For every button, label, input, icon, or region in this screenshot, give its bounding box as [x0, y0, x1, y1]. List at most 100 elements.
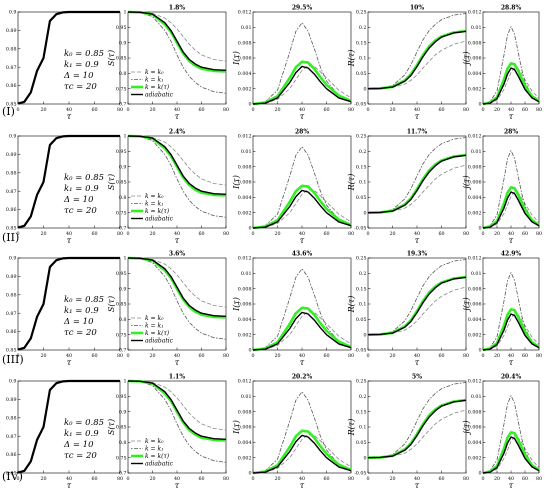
y-tick-label: 0.012 [468, 379, 482, 385]
y-tick-label: 0.89 [6, 28, 17, 34]
series-line-ktau [482, 186, 540, 230]
x-tick-label: 80 [117, 353, 123, 359]
x-tick-label: 80 [536, 231, 542, 237]
y-tick-label: 0.2 [359, 149, 367, 155]
panel-s: 0 20 40 60 800.70.750.80.850.90.951τS(τ)1.1%… [107, 374, 229, 491]
y-tick-label: 0.004 [238, 71, 252, 77]
y-tick-label: 0.87 [6, 65, 17, 71]
percent-title: 28% [295, 129, 309, 136]
legend-label: k = k₁ [145, 201, 164, 208]
series-line-ktau [252, 429, 352, 475]
y-tick-label: 0.008 [238, 164, 252, 170]
y-axis-label: k(τ) [0, 174, 1, 190]
y-tick-label: 0.9 [119, 409, 127, 415]
x-tick-label: 60 [91, 476, 97, 482]
x-axis-label: τ [300, 112, 305, 121]
y-axis-label: j(τ) [462, 420, 471, 435]
y-tick-label: 1 [123, 134, 126, 140]
series-line-k0 [482, 436, 540, 474]
y-tick-label: 0.006 [238, 425, 252, 431]
y-tick-label: 0.01 [471, 149, 482, 155]
y-tick-label: 0.002 [468, 210, 482, 216]
plot-frame [252, 11, 352, 105]
legend-label: k = k(τ) [145, 208, 170, 215]
x-tick-label: 20 [149, 476, 155, 482]
y-tick-label: 0.89 [6, 397, 17, 403]
x-tick-label: 0 [16, 353, 19, 359]
y-tick-label: 0.01 [471, 394, 482, 400]
y-tick-label: 0.2 [359, 271, 367, 277]
x-tick-label: 0 [251, 107, 254, 113]
series-line-ktau [252, 306, 352, 352]
y-tick-label: 0.9 [9, 10, 17, 16]
x-tick-label: 20 [494, 476, 500, 482]
panel-s: 0 20 40 60 800.70.750.80.850.90.951τS(τ)1.8%… [107, 5, 229, 122]
panel-i: 0 20 40 60 80 0 0.002 0.004 0.006 0.008 0.01 0.012 τ… [232, 129, 354, 246]
series-line-k1 [482, 26, 540, 105]
y-tick-label: 0.89 [6, 152, 17, 158]
y-tick-label: 0 [478, 471, 481, 477]
x-axis-label: τ [509, 481, 514, 490]
legend-label: adiabatic [145, 216, 174, 223]
y-tick-label: 0.86 [6, 207, 17, 213]
x-axis-label: τ [67, 112, 72, 121]
percent-title: 11.7% [407, 129, 428, 136]
k-curve [17, 10, 120, 105]
series-line-ktau [482, 431, 540, 475]
x-tick-label: 40 [414, 353, 420, 359]
y-tick-label: 0.95 [116, 394, 127, 400]
x-tick-label: 40 [508, 353, 514, 359]
x-tick-label: 80 [223, 476, 229, 482]
y-tick-label: 0.88 [6, 415, 17, 421]
y-tick-label: 0.1 [359, 425, 367, 431]
y-tick-label: 0.95 [116, 25, 127, 31]
y-tick-label: 0.006 [238, 302, 252, 308]
y-tick-label: 0.006 [468, 56, 482, 62]
x-tick-label: 60 [323, 353, 329, 359]
y-axis-label: k(τ) [0, 419, 1, 435]
panel-j: 0 20 40 60 80 0 0.002 0.004 0.006 0.008 0.01 0.012 τ… [462, 129, 542, 246]
x-tick-label: 0 [366, 476, 369, 482]
y-tick-label: 0 [363, 210, 366, 216]
y-tick-label: 0.004 [468, 317, 482, 323]
y-tick-label: 0 [478, 102, 481, 108]
x-axis-label: τ [67, 481, 72, 490]
k-curve [17, 134, 120, 229]
y-tick-label: 0.87 [6, 189, 17, 195]
param-text: Δ = 10 [63, 195, 94, 205]
y-tick-label: 0.1 [359, 180, 367, 186]
plot-frame [482, 135, 540, 229]
y-tick-label: 0.01 [241, 271, 252, 277]
series-line-k0 [367, 164, 467, 214]
y-tick-label: 0.008 [238, 40, 252, 46]
x-tick-label: 20 [149, 353, 155, 359]
y-tick-label: 0.9 [119, 40, 127, 46]
y-tick-label: 0.002 [468, 332, 482, 338]
param-text: τc = 20 [64, 328, 97, 338]
y-tick-label: 0.9 [9, 379, 17, 385]
x-tick-label: 40 [414, 107, 420, 113]
param-text: k₀ = 0.85 [64, 173, 104, 183]
percent-title: 5% [412, 374, 422, 381]
x-tick-label: 0 [16, 476, 19, 482]
y-tick-label: 0 [478, 226, 481, 232]
series-line-adiabatic [367, 154, 467, 214]
legend-label: k = k₁ [145, 323, 164, 330]
x-tick-label: 0 [251, 476, 254, 482]
x-axis-label: τ [415, 236, 420, 245]
x-tick-label: 60 [198, 231, 204, 237]
series-line-k1 [252, 268, 352, 351]
percent-title: 20.2% [292, 374, 313, 381]
y-tick-label: 0.8 [119, 317, 127, 323]
y-tick-label: 0.012 [238, 10, 252, 16]
param-text: k₀ = 0.85 [64, 49, 104, 59]
x-tick-label: 20 [389, 231, 395, 237]
percent-title: 42.9% [501, 251, 522, 258]
x-tick-label: 60 [323, 476, 329, 482]
panel-r: 0 20 40 60 80-0.0500.050.10.150.20.25τR(τ)19… [347, 251, 469, 368]
series-line-k0 [252, 311, 352, 351]
y-tick-label: 0.004 [238, 317, 252, 323]
y-tick-label: 0.15 [356, 286, 367, 292]
y-tick-label: 0.75 [116, 455, 127, 461]
